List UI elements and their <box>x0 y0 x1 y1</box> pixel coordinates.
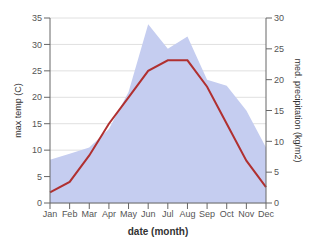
svg-text:Jul: Jul <box>162 209 174 219</box>
svg-text:Apr: Apr <box>102 209 116 219</box>
svg-text:max temp (C): max temp (C) <box>13 83 23 138</box>
svg-text:25: 25 <box>274 44 284 54</box>
svg-text:Nov: Nov <box>238 209 255 219</box>
svg-text:25: 25 <box>32 66 42 76</box>
svg-text:20: 20 <box>274 75 284 85</box>
svg-text:0: 0 <box>37 198 42 208</box>
svg-text:Jun: Jun <box>141 209 156 219</box>
svg-text:5: 5 <box>274 167 279 177</box>
svg-text:10: 10 <box>32 145 42 155</box>
svg-text:med. precipitation (kg/m2): med. precipitation (kg/m2) <box>293 58 303 162</box>
svg-text:30: 30 <box>274 13 284 23</box>
svg-text:Jan: Jan <box>43 209 58 219</box>
svg-text:10: 10 <box>274 137 284 147</box>
svg-text:5: 5 <box>37 172 42 182</box>
svg-text:15: 15 <box>274 106 284 116</box>
svg-text:Dec: Dec <box>258 209 275 219</box>
svg-text:date (month): date (month) <box>128 226 189 237</box>
svg-text:35: 35 <box>32 13 42 23</box>
svg-text:Aug: Aug <box>179 209 195 219</box>
svg-text:15: 15 <box>32 119 42 129</box>
svg-text:0: 0 <box>274 198 279 208</box>
svg-text:Feb: Feb <box>62 209 78 219</box>
svg-text:20: 20 <box>32 92 42 102</box>
svg-text:Sep: Sep <box>199 209 215 219</box>
svg-text:May: May <box>120 209 138 219</box>
svg-text:Mar: Mar <box>82 209 98 219</box>
svg-text:Oct: Oct <box>220 209 235 219</box>
svg-text:30: 30 <box>32 40 42 50</box>
